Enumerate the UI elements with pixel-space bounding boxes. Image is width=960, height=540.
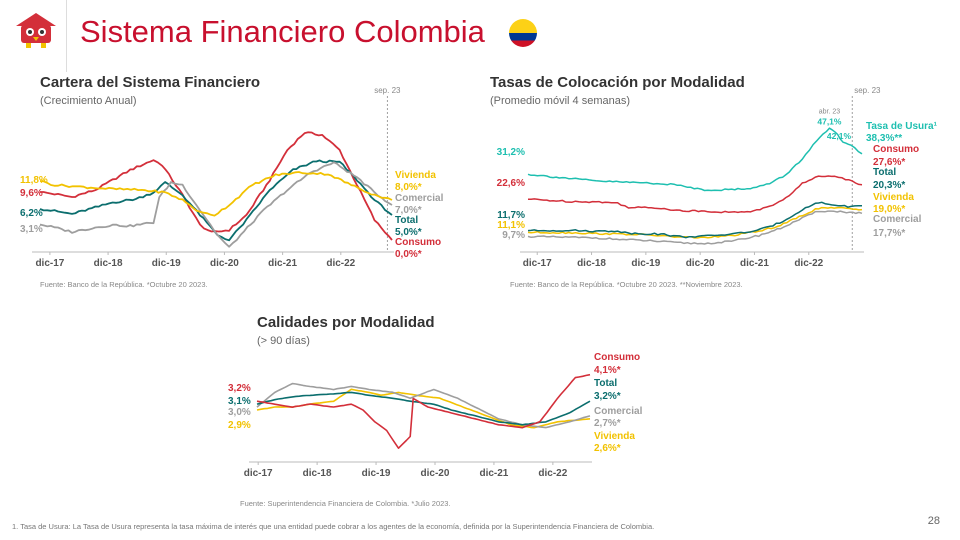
tasas-end-name-label: Comercial [873, 214, 922, 225]
colombia-flag-icon [509, 19, 537, 47]
calidades-end-value-label: 2,6%* [594, 443, 621, 454]
calidades-start-label: 3,2% [228, 383, 251, 394]
calidades-tick-label: dic-20 [421, 468, 450, 479]
cartera-end-value-label: 8,0%* [395, 182, 422, 193]
tasas-start-label: 11,1% [497, 220, 525, 231]
cartera-tick-label: dic-17 [35, 258, 64, 269]
tasas-start-label: 11,7% [497, 210, 525, 221]
tasas-series-tasadeusura-line [527, 127, 863, 192]
tasas-marker-label: sep. 23 [854, 86, 881, 95]
cartera-end-name-label: Total [395, 215, 418, 226]
tasas-end-value-label: 27,6%* [873, 157, 905, 168]
calidades-end-value-label: 3,2%* [594, 391, 621, 402]
tasas-series-comercial-line [527, 210, 863, 245]
calidades-start-label: 2,9% [228, 420, 251, 431]
calidades-title: Calidades por Modalidad [257, 314, 435, 331]
calidades-tick-label: dic-22 [538, 468, 567, 479]
calidades-end-value-label: 4,1%* [594, 365, 621, 376]
calidades-start-label: 3,0% [228, 407, 251, 418]
cartera-marker-label: sep. 23 [374, 86, 401, 95]
calidades-source: Fuente: Superintendencia Financiera de C… [240, 499, 451, 508]
cartera-start-label: 11,8% [20, 175, 48, 186]
tasas-end-name-label: Consumo [873, 144, 919, 155]
tasas-peak-value-label: 47,1% [817, 116, 842, 126]
tasas-series-total-line [527, 201, 863, 239]
tasas-tick-label: dic-19 [631, 258, 660, 269]
tasas-start-label: 22,6% [497, 178, 525, 189]
calidades-series-total-line [256, 391, 591, 426]
cartera-tick-label: dic-18 [94, 258, 123, 269]
tasas-end-value-label: 20,3%* [873, 180, 905, 191]
tasas-source: Fuente: Banco de la República. *Octubre … [510, 280, 743, 289]
calidades-series-consumo-line [256, 373, 591, 449]
cartera-end-name-label: Consumo [395, 237, 441, 248]
tasas-tick-label: dic-20 [686, 258, 715, 269]
cartera-tick-label: dic-22 [326, 258, 355, 269]
tasas-end-name-label: Tasa de Usura¹ [866, 121, 938, 132]
calidades-start-label: 3,1% [228, 396, 251, 407]
calidades-tick-label: dic-18 [303, 468, 332, 479]
calidades-end-name-label: Comercial [594, 406, 643, 417]
tasas-end-value-label: 17,7%* [873, 228, 905, 239]
tasas-subtitle: (Promedio móvil 4 semanas) [490, 95, 630, 107]
cartera-end-name-label: Comercial [395, 193, 444, 204]
cartera-start-label: 3,1% [20, 224, 43, 235]
tasas-end-name-label: Total [873, 167, 896, 178]
footnote: 1. Tasa de Usura: La Tasa de Usura repre… [12, 522, 655, 531]
cartera-tick-label: dic-19 [152, 258, 181, 269]
cartera-end-value-label: 0,0%* [395, 249, 422, 260]
cartera-start-label: 9,6% [20, 188, 43, 199]
page-number: 28 [927, 515, 940, 527]
tasas-peak-date-label: abr. 23 [819, 108, 841, 115]
cartera-source: Fuente: Banco de la República. *Octubre … [40, 280, 208, 289]
cartera-tick-label: dic-21 [268, 258, 297, 269]
calidades-tick-label: dic-17 [244, 468, 273, 479]
cartera-series-comercial-line [39, 161, 393, 248]
tasas-title: Tasas de Colocación por Modalidad [490, 74, 745, 91]
tasas-start-label: 31,2% [497, 147, 525, 158]
tasas-end-name-label: Vivienda [873, 192, 914, 203]
tasas-series-consumo-line [527, 175, 863, 214]
calidades-tick-label: dic-19 [362, 468, 391, 479]
calidades-end-name-label: Consumo [594, 352, 640, 363]
cartera-series-vivienda-line [39, 171, 393, 217]
header-divider [66, 0, 67, 72]
page-title: Sistema Financiero Colombia [80, 14, 485, 49]
bank-house-logo-icon [16, 13, 56, 48]
calidades-end-value-label: 2,7%* [594, 418, 621, 429]
tasas-tick-label: dic-21 [740, 258, 769, 269]
calidades-tick-label: dic-21 [479, 468, 508, 479]
tasas-end-value-label: 38,3%** [866, 133, 902, 144]
tasas-tick-label: dic-18 [577, 258, 606, 269]
calidades-end-name-label: Total [594, 378, 617, 389]
calidades-series-comercial-line [256, 382, 591, 429]
cartera-start-label: 6,2% [20, 208, 43, 219]
cartera-end-value-label: 5,0%* [395, 227, 422, 238]
cartera-subtitle: (Crecimiento Anual) [40, 95, 137, 107]
cartera-title: Cartera del Sistema Financiero [40, 74, 261, 91]
tasas-end-value-label: 19,0%* [873, 204, 905, 215]
tasas-series-vivienda-line [527, 206, 863, 239]
tasas-peak-value-label: 42,1% [827, 131, 852, 141]
tasas-start-label: 9,7% [502, 230, 525, 241]
calidades-end-name-label: Vivienda [594, 431, 635, 442]
tasas-tick-label: dic-22 [794, 258, 823, 269]
cartera-end-value-label: 7,0%* [395, 205, 422, 216]
calidades-subtitle: (> 90 días) [257, 335, 310, 347]
cartera-tick-label: dic-20 [210, 258, 239, 269]
cartera-end-name-label: Vivienda [395, 170, 436, 181]
tasas-tick-label: dic-17 [523, 258, 552, 269]
